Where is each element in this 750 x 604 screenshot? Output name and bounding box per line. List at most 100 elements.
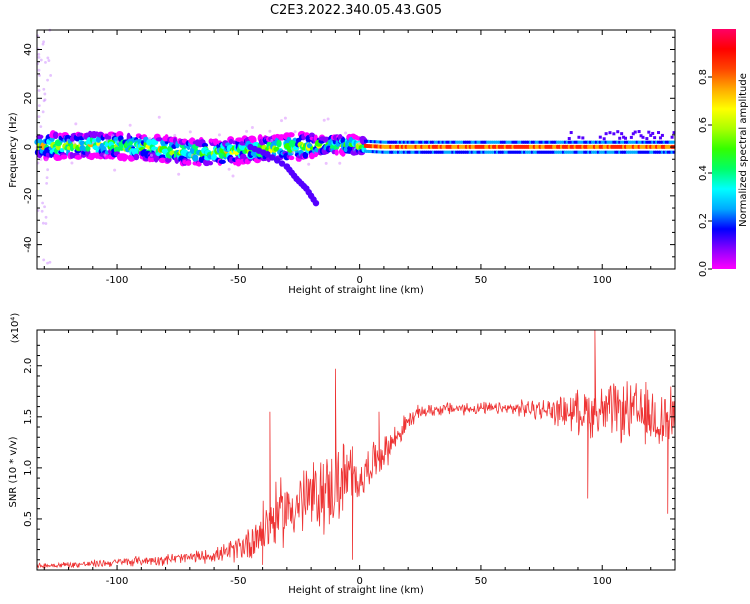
snr-x-tick-label: -50 [230, 576, 246, 587]
spectrogram-cell [629, 140, 633, 144]
spectrogram-cell [528, 150, 532, 154]
spectrogram-cell [445, 150, 449, 154]
spectrogram-cell [439, 140, 443, 144]
spectrogram-cell [389, 150, 393, 154]
spectrogram-cell [470, 140, 474, 144]
spectrogram-cell [44, 158, 48, 162]
spectrogram-cell [577, 150, 581, 154]
spectrogram-cell [515, 150, 519, 154]
spectrogram-cell [482, 150, 486, 154]
spectrogram-cell [548, 150, 552, 154]
spectrogram-cell [42, 87, 46, 91]
snr-series-line [36, 329, 676, 569]
spectrogram-cell [389, 140, 393, 144]
spectrogram-cell [573, 140, 577, 144]
spectrogram-cell [657, 150, 661, 154]
spectrogram-cell [484, 140, 488, 144]
spectrogram-cell [39, 125, 43, 129]
spectrogram-cell [59, 148, 65, 153]
spectrogram-cell [602, 140, 606, 144]
spectrogram-cell [177, 172, 181, 176]
spectrogram-cell [651, 140, 655, 144]
spectrogram-cell [655, 150, 659, 154]
spectrogram-cell [381, 140, 385, 144]
spectrogram-cell [387, 140, 391, 144]
spectrogram-cell [631, 132, 635, 136]
spectrogram-cell [565, 150, 569, 154]
spectrogram-cell [365, 149, 369, 153]
spectrogram-cell [451, 150, 455, 154]
spectrogram-cell [670, 135, 674, 139]
spectrogram-cell [624, 140, 628, 144]
spectrogram-cell [550, 140, 554, 144]
spectrogram-cell [37, 115, 41, 118]
spectrogram-cell [424, 140, 428, 144]
spectrogram-cell [612, 150, 616, 154]
spectrogram-cell [212, 138, 219, 146]
spectrogram-cell [559, 150, 563, 154]
spectrogram-cell [227, 167, 231, 171]
spectrogram-cell [441, 140, 445, 144]
spectrogram-cell [37, 52, 41, 56]
spectrogram-cell [664, 150, 668, 154]
spectrogram-cell [393, 150, 397, 154]
spectrogram-cell [614, 140, 618, 144]
spectrogram-cell [48, 260, 52, 264]
snr-plot-area [37, 330, 675, 570]
spectrogram-cell [459, 140, 463, 144]
spectrogram-cell [513, 140, 517, 144]
spectrogram-cell [606, 140, 610, 144]
spectrogram-cell [391, 140, 395, 144]
spectrogram-cell [420, 140, 424, 144]
spectrogram-cell [455, 140, 459, 144]
spectrogram-cell [658, 140, 662, 144]
spectrogram-cell [431, 140, 435, 144]
spectrogram-cell [457, 140, 461, 144]
spectrogram-cell [410, 140, 414, 144]
spectrogram-cell [400, 140, 404, 144]
spectrogram-cell [153, 154, 159, 163]
spectrogram-cell [523, 150, 527, 154]
spectrogram-cell [499, 150, 503, 154]
spectrogram-cell [519, 140, 523, 144]
spectrogram-cell [620, 140, 624, 144]
spectrogram-cell [581, 136, 585, 140]
spectrogram-cell [594, 140, 598, 144]
spectrogram-cell [542, 150, 546, 154]
spectrogram-x-tick-label: 100 [593, 275, 612, 286]
spectrogram-cell [128, 123, 132, 127]
spectrogram-cell [668, 140, 672, 144]
spectrogram-cell [660, 140, 664, 144]
spectrogram-trace-cell [269, 154, 276, 161]
spectrogram-cell [268, 129, 272, 133]
spectrogram-cell [505, 150, 509, 154]
spectrogram-cell [513, 150, 517, 154]
spectrogram-cell [532, 150, 536, 154]
spectrogram-cell [395, 150, 399, 154]
spectrogram-cell [369, 140, 373, 144]
spectrogram-cell [579, 150, 583, 154]
spectrogram-cell [511, 150, 515, 154]
spectrogram-cell [629, 150, 633, 154]
spectrogram-cell [148, 136, 152, 140]
colorbar-ticks: 0.0 0.2 0.4 0.6 0.8 [698, 69, 712, 277]
spectrogram-x-tick-label: 0 [356, 275, 362, 286]
spectrogram-cell [662, 150, 666, 154]
spectrogram-y-tick-label: -20 [23, 188, 34, 204]
spectrogram-cell [509, 150, 513, 154]
spectrogram-cell [536, 140, 540, 144]
spectrogram-cell [606, 150, 610, 154]
spectrogram-cell [196, 161, 202, 167]
spectrogram-cell [649, 140, 653, 144]
spectrogram-cell [655, 140, 659, 144]
snr-x-tick-label: 100 [593, 576, 612, 587]
spectrogram-cell [128, 141, 133, 146]
spectrogram-cell [569, 140, 573, 144]
spectrogram-cell [484, 150, 488, 154]
spectrogram-trace-cell [278, 160, 286, 167]
spectrogram-cell [558, 150, 562, 154]
spectrogram-cell [490, 150, 494, 154]
spectrogram-cell [618, 150, 622, 154]
colorbar-gradient [712, 29, 736, 269]
spectrogram-cell [476, 140, 480, 144]
